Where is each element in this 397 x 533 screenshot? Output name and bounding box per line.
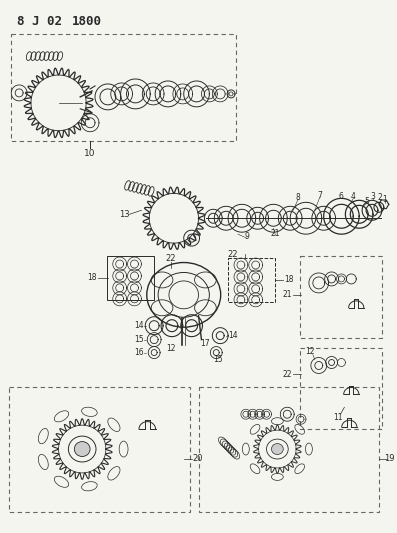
Text: 21: 21 xyxy=(283,290,292,300)
Text: 14: 14 xyxy=(228,331,238,340)
Text: 18: 18 xyxy=(284,276,294,285)
Text: 14: 14 xyxy=(135,321,144,330)
Text: 12: 12 xyxy=(166,344,175,353)
Text: 10: 10 xyxy=(84,149,96,158)
Text: 11: 11 xyxy=(333,413,342,422)
Text: 7: 7 xyxy=(317,191,322,200)
Text: 3: 3 xyxy=(370,192,376,201)
Bar xyxy=(228,258,276,302)
Ellipse shape xyxy=(272,443,283,455)
Bar xyxy=(107,256,154,300)
Text: 22: 22 xyxy=(283,370,292,379)
Text: 6: 6 xyxy=(338,192,343,201)
Bar xyxy=(300,348,382,429)
Text: 20: 20 xyxy=(192,455,203,464)
Text: 22: 22 xyxy=(166,254,176,263)
Ellipse shape xyxy=(74,441,90,456)
Bar xyxy=(300,256,382,337)
Text: 12: 12 xyxy=(305,347,315,356)
Text: 1800: 1800 xyxy=(72,15,102,28)
Text: 18: 18 xyxy=(87,273,97,282)
Text: 8: 8 xyxy=(296,193,301,202)
Text: 9: 9 xyxy=(245,232,249,241)
Text: 16: 16 xyxy=(135,348,144,357)
Text: 22: 22 xyxy=(228,249,238,259)
Text: 2: 2 xyxy=(378,193,382,202)
Text: 5: 5 xyxy=(364,197,370,206)
Text: 1: 1 xyxy=(382,195,387,204)
Bar xyxy=(11,34,236,141)
Bar xyxy=(198,387,379,512)
Text: 8 J 02: 8 J 02 xyxy=(17,15,62,28)
Text: 15: 15 xyxy=(135,335,144,344)
Bar xyxy=(9,387,190,512)
Text: 21: 21 xyxy=(271,229,280,238)
Text: 17: 17 xyxy=(200,339,210,348)
Text: 4: 4 xyxy=(351,192,356,201)
Text: 15: 15 xyxy=(214,355,223,364)
Text: 13: 13 xyxy=(119,210,130,219)
Text: 19: 19 xyxy=(384,455,395,464)
